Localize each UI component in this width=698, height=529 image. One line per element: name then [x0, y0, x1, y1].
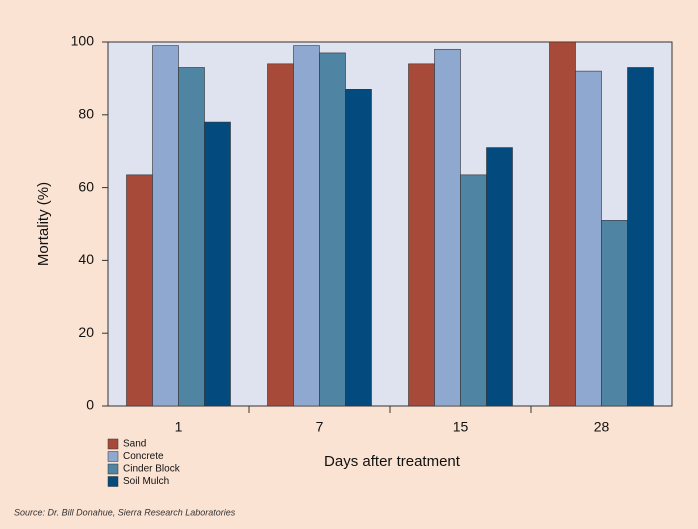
bar	[126, 174, 153, 407]
x-tick-label: 7	[316, 419, 324, 435]
legend-swatch	[107, 451, 119, 462]
legend-label: Concrete	[123, 451, 164, 462]
bar	[486, 147, 513, 407]
legend-label: Cinder Block	[123, 464, 181, 475]
bar	[627, 67, 654, 407]
legend-label: Sand	[123, 439, 146, 450]
bar	[575, 70, 602, 407]
bar	[178, 67, 205, 407]
bar	[204, 121, 231, 407]
source-note: Source: Dr. Bill Donahue, Sierra Researc…	[14, 507, 236, 517]
bar	[319, 52, 346, 407]
bar	[152, 45, 179, 407]
bar	[267, 63, 294, 407]
y-axis-title: Mortality (%)	[35, 182, 52, 266]
y-tick-label: 100	[71, 33, 95, 49]
bar	[408, 63, 435, 407]
bar	[601, 220, 628, 407]
x-tick-label: 15	[453, 419, 469, 435]
y-tick-label: 80	[78, 106, 94, 122]
legend-label: Soil Mulch	[123, 476, 169, 487]
legend-swatch	[107, 476, 119, 487]
bar	[549, 41, 576, 407]
y-tick-label: 20	[78, 324, 94, 340]
x-axis-title: Days after treatment	[324, 453, 461, 470]
y-tick-label: 60	[78, 178, 94, 194]
y-tick-label: 0	[86, 397, 94, 413]
x-tick-label: 28	[594, 419, 610, 435]
legend-swatch	[107, 438, 119, 450]
bar	[345, 89, 372, 407]
x-tick-label: 1	[175, 419, 183, 435]
y-tick-label: 40	[78, 251, 94, 267]
bar	[293, 45, 320, 407]
bar	[434, 48, 461, 407]
bar	[460, 174, 487, 407]
legend-swatch	[107, 463, 119, 475]
